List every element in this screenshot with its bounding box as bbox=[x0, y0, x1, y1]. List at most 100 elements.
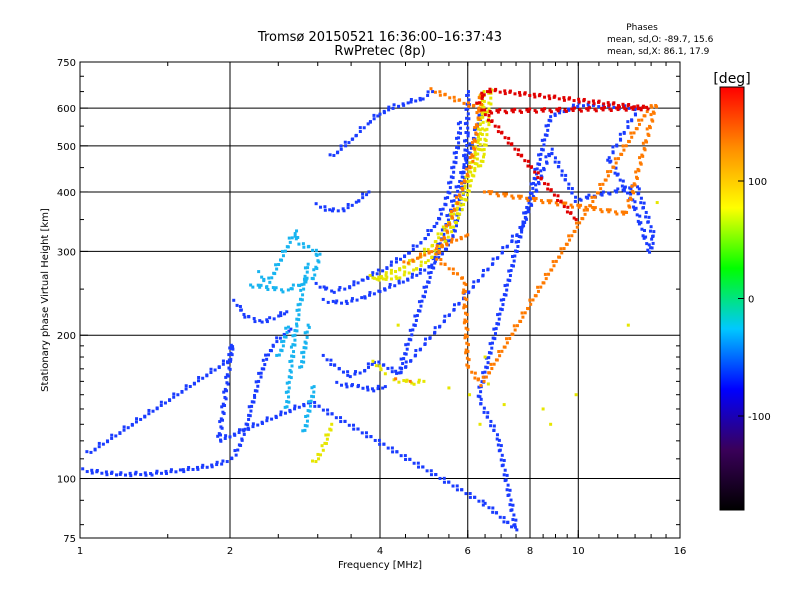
data-point bbox=[277, 314, 281, 318]
data-point bbox=[371, 359, 375, 363]
data-point bbox=[466, 107, 470, 111]
data-point bbox=[636, 219, 640, 223]
data-point bbox=[523, 211, 527, 215]
data-point bbox=[498, 90, 502, 94]
data-point bbox=[487, 118, 491, 122]
data-point bbox=[549, 422, 553, 426]
data-point bbox=[577, 97, 581, 101]
data-point bbox=[325, 437, 329, 441]
data-point bbox=[550, 147, 554, 151]
data-point bbox=[465, 143, 469, 147]
data-point bbox=[481, 375, 485, 379]
data-point bbox=[426, 280, 430, 284]
data-point bbox=[216, 434, 220, 438]
data-point bbox=[543, 138, 547, 142]
data-point bbox=[462, 281, 466, 285]
x-axis-label: Frequency [MHz] bbox=[338, 560, 422, 571]
data-point bbox=[495, 433, 499, 437]
data-point bbox=[487, 506, 491, 510]
data-point bbox=[421, 97, 425, 101]
data-point bbox=[572, 99, 576, 103]
data-point bbox=[467, 104, 471, 108]
data-point bbox=[628, 205, 632, 209]
data-point bbox=[532, 92, 536, 96]
data-point bbox=[283, 405, 287, 409]
data-point bbox=[585, 107, 589, 111]
data-point bbox=[521, 315, 525, 319]
data-point bbox=[463, 153, 467, 157]
data-point bbox=[530, 191, 534, 195]
data-point bbox=[275, 267, 279, 271]
data-point bbox=[437, 247, 441, 251]
data-point bbox=[600, 210, 604, 214]
data-point bbox=[463, 336, 467, 340]
data-point bbox=[288, 368, 292, 372]
data-point bbox=[285, 381, 289, 385]
data-point bbox=[490, 346, 494, 350]
data-point bbox=[578, 197, 582, 201]
data-point bbox=[625, 210, 629, 214]
data-point bbox=[645, 110, 649, 114]
data-point bbox=[517, 194, 521, 198]
data-point bbox=[305, 330, 309, 334]
data-point bbox=[345, 302, 349, 306]
data-point bbox=[549, 188, 553, 192]
data-point bbox=[469, 170, 473, 174]
data-point bbox=[297, 242, 301, 246]
data-point bbox=[279, 413, 283, 417]
data-point bbox=[407, 271, 411, 275]
data-point bbox=[467, 151, 471, 155]
data-point bbox=[641, 104, 645, 108]
data-point bbox=[339, 420, 343, 424]
data-point bbox=[452, 199, 456, 203]
data-point bbox=[409, 97, 413, 101]
data-point bbox=[293, 338, 297, 342]
data-point bbox=[466, 179, 470, 183]
data-point bbox=[484, 143, 488, 147]
data-point bbox=[353, 372, 357, 376]
data-point bbox=[399, 257, 403, 261]
data-point bbox=[650, 237, 654, 241]
data-point bbox=[526, 206, 530, 210]
data-point bbox=[209, 367, 213, 371]
data-point bbox=[196, 467, 200, 471]
y-tick-label: 500 bbox=[57, 142, 76, 153]
data-point bbox=[423, 251, 427, 255]
data-point bbox=[482, 111, 486, 115]
data-point bbox=[454, 185, 458, 189]
data-point bbox=[481, 120, 485, 124]
data-point bbox=[293, 404, 297, 408]
data-point bbox=[337, 366, 341, 370]
data-point bbox=[352, 427, 356, 431]
data-point bbox=[81, 467, 85, 471]
data-point bbox=[253, 395, 257, 399]
data-point bbox=[615, 144, 619, 148]
data-point bbox=[491, 336, 495, 340]
data-point bbox=[384, 277, 388, 281]
data-point bbox=[597, 99, 601, 103]
data-point bbox=[528, 191, 532, 195]
data-point bbox=[462, 303, 466, 307]
data-point bbox=[418, 348, 422, 352]
data-point bbox=[302, 346, 306, 350]
data-point bbox=[510, 508, 514, 512]
data-point bbox=[360, 431, 364, 435]
data-point bbox=[435, 221, 439, 225]
data-point bbox=[293, 328, 297, 332]
data-point bbox=[456, 131, 460, 135]
data-point bbox=[513, 523, 517, 527]
data-point bbox=[465, 319, 469, 323]
data-point bbox=[451, 176, 455, 180]
data-point bbox=[455, 238, 459, 242]
data-point bbox=[481, 499, 485, 503]
data-point bbox=[317, 404, 321, 408]
data-point bbox=[187, 466, 191, 470]
data-point bbox=[413, 354, 417, 358]
data-point bbox=[287, 236, 291, 240]
data-point bbox=[352, 283, 356, 287]
data-point bbox=[447, 480, 451, 484]
data-point bbox=[306, 266, 310, 270]
data-point bbox=[620, 210, 624, 214]
data-point bbox=[90, 468, 94, 472]
data-point bbox=[516, 153, 520, 157]
